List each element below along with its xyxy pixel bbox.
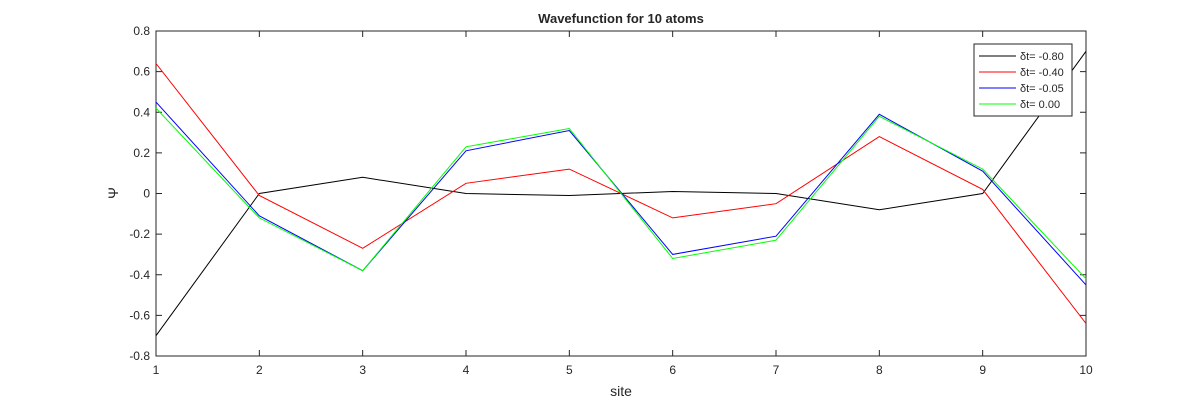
- legend-label: δt= -0.80: [1020, 51, 1064, 63]
- x-tick-label: 9: [979, 363, 986, 377]
- x-tick-label: 4: [463, 363, 470, 377]
- y-ticks: -0.8 -0.6 -0.4 -0.2 0 0.2 0.4 0.6 0.8: [129, 24, 1086, 363]
- y-tick-label: -0.6: [129, 308, 150, 322]
- series-line: [155, 107, 1087, 280]
- legend-label: δt= -0.05: [1020, 83, 1064, 95]
- x-tick-label: 10: [1079, 363, 1093, 377]
- x-tick-label: 6: [669, 363, 676, 377]
- y-tick-label: -0.8: [129, 349, 150, 363]
- legend: δt= -0.80 δt= -0.40 δt= -0.05 δt= 0.00: [973, 43, 1073, 117]
- y-tick-label: 0.4: [133, 105, 150, 119]
- y-tick-label: 0.6: [133, 65, 150, 79]
- legend-label: δt= -0.40: [1020, 67, 1064, 79]
- y-axis-label: Ψ: [105, 187, 121, 199]
- y-tick-label: 0.8: [133, 24, 150, 38]
- y-tick-label: 0.2: [133, 146, 150, 160]
- x-tick-label: 8: [876, 363, 883, 377]
- x-tick-label: 1: [153, 363, 160, 377]
- legend-label: δt= 0.00: [1020, 99, 1060, 111]
- x-tick-label: 5: [566, 363, 573, 377]
- y-tick-label: -0.2: [129, 227, 150, 241]
- x-ticks: 1 2 3 4 5 6 7 8 9 10: [153, 31, 1093, 377]
- x-tick-label: 3: [359, 363, 366, 377]
- y-tick-label: -0.4: [129, 268, 150, 282]
- series-lines: [155, 51, 1087, 336]
- x-axis-label: site: [610, 383, 632, 399]
- y-tick-label: 0: [143, 187, 150, 201]
- x-tick-label: 7: [773, 363, 780, 377]
- x-tick-label: 2: [256, 363, 263, 377]
- chart-title: Wavefunction for 10 atoms: [538, 11, 704, 26]
